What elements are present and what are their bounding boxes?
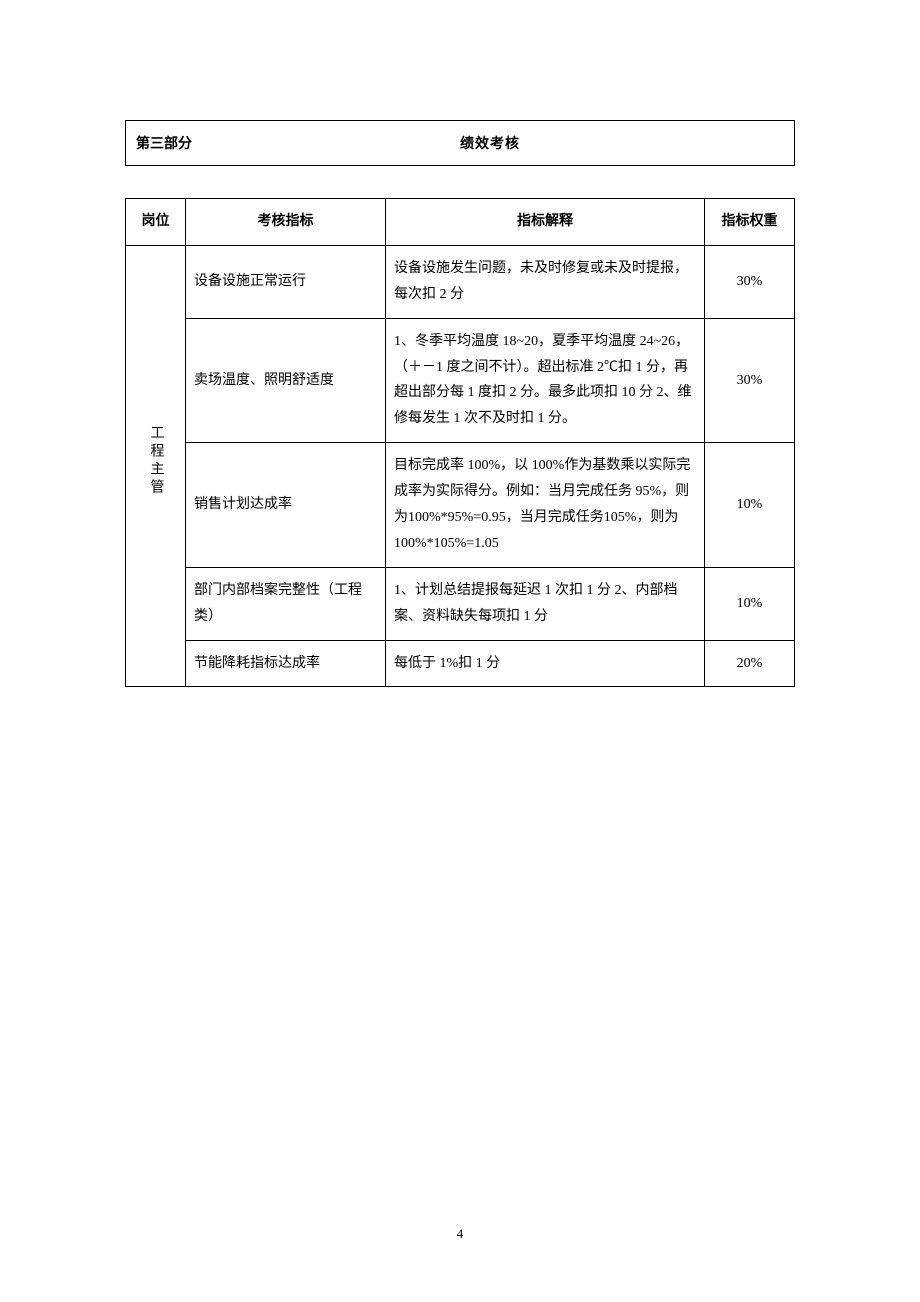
table-row: 工程主管 设备设施正常运行 设备设施发生问题，未及时修复或未及时提报，每次扣 2… xyxy=(126,245,795,318)
table-row: 部门内部档案完整性（工程类） 1、计划总结提报每延迟 1 次扣 1 分 2、内部… xyxy=(126,567,795,640)
position-label: 工程主管 xyxy=(143,425,169,497)
table-header-row: 岗位 考核指标 指标解释 指标权重 xyxy=(126,199,795,246)
weight-cell: 30% xyxy=(705,245,795,318)
metric-cell: 卖场温度、照明舒适度 xyxy=(186,318,386,443)
page-number: 4 xyxy=(0,1226,920,1242)
metric-cell: 部门内部档案完整性（工程类） xyxy=(186,567,386,640)
position-cell: 工程主管 xyxy=(126,245,186,687)
metric-cell: 设备设施正常运行 xyxy=(186,245,386,318)
col-position: 岗位 xyxy=(126,199,186,246)
section-header: 第三部分 绩效考核 xyxy=(125,120,795,166)
table-row: 卖场温度、照明舒适度 1、冬季平均温度 18~20，夏季平均温度 24~26，（… xyxy=(126,318,795,443)
table-row: 销售计划达成率 目标完成率 100%，以 100%作为基数乘以实际完成率为实际得… xyxy=(126,443,795,568)
weight-cell: 30% xyxy=(705,318,795,443)
explain-cell: 1、计划总结提报每延迟 1 次扣 1 分 2、内部档案、资料缺失每项扣 1 分 xyxy=(386,567,705,640)
weight-cell: 10% xyxy=(705,443,795,568)
col-explain: 指标解释 xyxy=(386,199,705,246)
kpi-table: 岗位 考核指标 指标解释 指标权重 工程主管 设备设施正常运行 设备设施发生问题… xyxy=(125,198,795,687)
metric-cell: 销售计划达成率 xyxy=(186,443,386,568)
col-metric: 考核指标 xyxy=(186,199,386,246)
weight-cell: 20% xyxy=(705,640,795,687)
metric-cell: 节能降耗指标达成率 xyxy=(186,640,386,687)
col-weight: 指标权重 xyxy=(705,199,795,246)
explain-cell: 1、冬季平均温度 18~20，夏季平均温度 24~26，（＋－1 度之间不计）。… xyxy=(386,318,705,443)
table-row: 节能降耗指标达成率 每低于 1%扣 1 分 20% xyxy=(126,640,795,687)
explain-cell: 目标完成率 100%，以 100%作为基数乘以实际完成率为实际得分。例如：当月完… xyxy=(386,443,705,568)
section-title: 绩效考核 xyxy=(196,133,784,153)
explain-cell: 设备设施发生问题，未及时修复或未及时提报，每次扣 2 分 xyxy=(386,245,705,318)
explain-cell: 每低于 1%扣 1 分 xyxy=(386,640,705,687)
weight-cell: 10% xyxy=(705,567,795,640)
